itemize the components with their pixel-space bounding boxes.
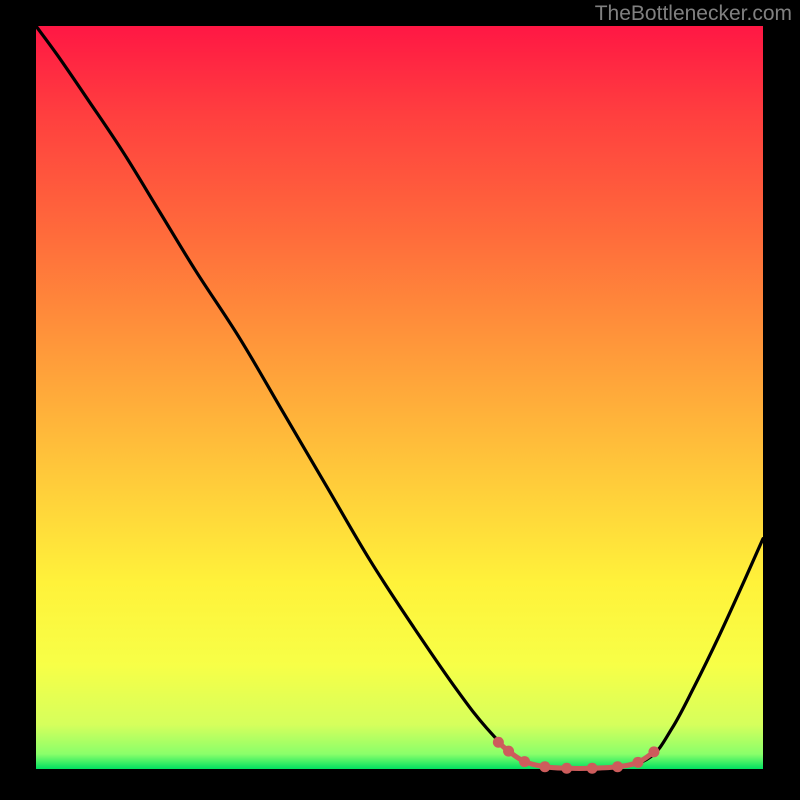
chart-container: TheBottlenecker.com	[0, 0, 800, 800]
gradient-fill	[36, 26, 763, 769]
plot-gradient-area	[36, 26, 763, 769]
watermark-text: TheBottlenecker.com	[595, 2, 792, 26]
